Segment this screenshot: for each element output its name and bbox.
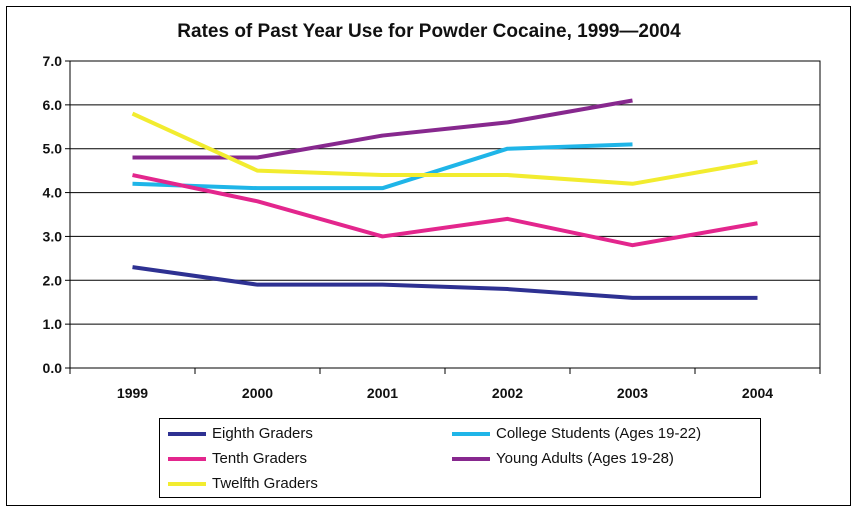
y-tick-label: 6.0 (43, 97, 63, 113)
series-line-young-adults-ages-19-28 (132, 98, 633, 160)
legend-label: Tenth Graders (212, 450, 308, 467)
plot-area (69, 60, 821, 369)
y-tick-label: 2.0 (43, 272, 63, 288)
y-tick-label: 0.0 (43, 360, 63, 376)
x-tick-label: 1999 (117, 385, 148, 401)
x-tick-label: 2002 (492, 385, 523, 401)
legend-label: Twelfth Graders (212, 475, 318, 492)
chart-title: Rates of Past Year Use for Powder Cocain… (177, 21, 681, 42)
legend-item-young-adults: Young Adults (Ages 19-28) (452, 450, 674, 467)
x-tick-label: 2001 (367, 385, 398, 401)
series-line-twelfth-graders (131, 111, 758, 186)
legend-swatch (168, 431, 206, 436)
legend-swatch (168, 481, 206, 486)
x-tick-label: 2003 (617, 385, 648, 401)
x-tick-label: 2000 (242, 385, 273, 401)
legend-swatch (168, 456, 206, 461)
legend-label: Young Adults (Ages 19-28) (496, 450, 674, 467)
legend: Eighth Graders College Students (Ages 19… (159, 418, 761, 498)
legend-label: College Students (Ages 19-22) (496, 425, 702, 442)
y-tick-label: 5.0 (43, 141, 63, 157)
legend-swatch (452, 431, 490, 436)
legend-item-eighth-graders: Eighth Graders (168, 425, 313, 442)
y-tick-label: 1.0 (43, 316, 63, 332)
legend-swatch (452, 456, 490, 461)
legend-item-tenth-graders: Tenth Graders (168, 450, 307, 467)
legend-item-twelfth-graders: Twelfth Graders (168, 475, 318, 492)
y-tick-label: 7.0 (43, 53, 63, 69)
legend-item-college-students: College Students (Ages 19-22) (452, 425, 701, 442)
y-tick-label: 4.0 (43, 185, 63, 201)
legend-label: Eighth Graders (212, 425, 313, 442)
y-tick-label: 3.0 (43, 228, 63, 244)
series-line-tenth-graders (132, 173, 758, 248)
series-line-eighth-graders (132, 265, 758, 300)
x-tick-label: 2004 (742, 385, 773, 401)
series-line-college-students-ages-19-22 (132, 142, 633, 191)
